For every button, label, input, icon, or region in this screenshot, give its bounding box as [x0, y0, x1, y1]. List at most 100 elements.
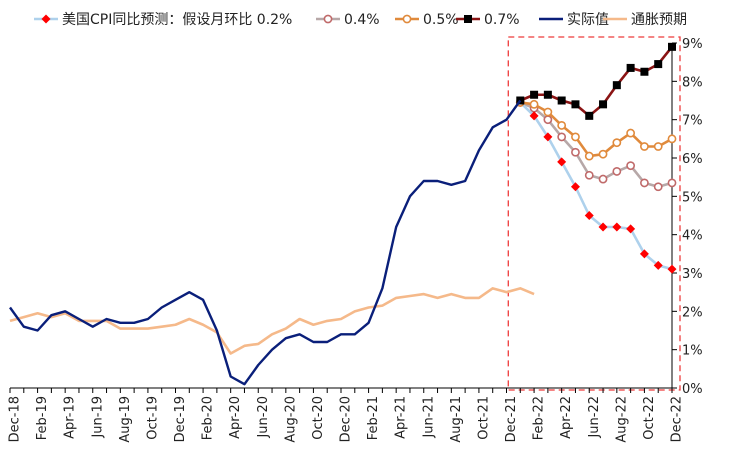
- x-tick-label: Aug-20: [283, 396, 298, 443]
- data-point: [667, 264, 677, 274]
- series-line: [519, 101, 673, 271]
- y-tick-label: 1%: [682, 344, 703, 359]
- data-point: [557, 157, 567, 167]
- x-tick-label: Apr-21: [394, 396, 409, 439]
- data-point: [640, 67, 649, 76]
- x-tick-label: Aug-19: [118, 396, 133, 443]
- data-point: [584, 170, 594, 180]
- data-point: [612, 81, 621, 90]
- x-tick-label: Jun-20: [256, 396, 271, 439]
- data-point: [543, 132, 553, 142]
- data-point: [639, 249, 649, 259]
- legend-swatch-marker: [41, 14, 51, 24]
- y-tick-label: 0%: [682, 382, 703, 397]
- data-point: [612, 222, 622, 232]
- legend: 美国CPI同比预测：假设月环比 0.2% 0.4% 0.5% 0.7% 实际值 通胀预期: [34, 12, 687, 28]
- x-tick-label: Feb-22: [532, 396, 547, 440]
- data-point: [667, 134, 677, 144]
- data-point: [640, 178, 649, 188]
- x-tick-label: Apr-20: [228, 396, 243, 439]
- x-tick-label: Feb-20: [201, 396, 216, 440]
- data-point: [598, 222, 608, 232]
- series-line: [9, 287, 535, 355]
- legend-item-3: 0.7%: [456, 12, 520, 28]
- data-point: [570, 182, 580, 192]
- data-point: [598, 174, 608, 184]
- x-tick-label: Aug-21: [449, 396, 464, 443]
- y-tick-label: 3%: [682, 267, 703, 282]
- x-tick-label: Aug-22: [614, 396, 629, 443]
- y-tick-label: 2%: [682, 305, 703, 320]
- x-tick-label: Feb-21: [366, 396, 381, 440]
- data-point: [585, 111, 594, 120]
- x-tick-label: Dec-22: [670, 396, 685, 442]
- legend-swatch-marker: [323, 14, 333, 24]
- data-point: [653, 142, 663, 151]
- legend-label: 0.7%: [484, 12, 520, 28]
- data-point: [599, 100, 608, 109]
- y-tick-label: 8%: [682, 75, 703, 90]
- legend-label: 实际值: [567, 12, 609, 28]
- x-tick-label: Dec-19: [173, 396, 188, 442]
- x-tick-label: Jun-22: [587, 396, 602, 439]
- y-tick-label: 9%: [682, 37, 703, 52]
- data-point: [571, 100, 580, 109]
- data-point: [612, 138, 622, 148]
- data-point: [626, 128, 636, 138]
- data-point: [598, 149, 608, 159]
- series-line: [519, 46, 674, 118]
- legend-item-4: 实际值: [539, 12, 609, 28]
- data-point: [543, 90, 552, 99]
- x-tick-label: Oct-22: [642, 396, 657, 440]
- x-tick-label: Apr-22: [559, 396, 574, 439]
- data-point: [626, 63, 635, 72]
- y-tick-label: 6%: [682, 152, 703, 167]
- data-point: [571, 147, 580, 157]
- series-line: [519, 101, 673, 189]
- y-tick-label: 4%: [682, 229, 703, 244]
- legend-item-5: 通胀预期: [603, 12, 687, 28]
- legend-item-0: 美国CPI同比预测：假设月环比 0.2%: [34, 12, 292, 28]
- legend-label: 0.4%: [344, 12, 380, 28]
- axes: Dec-18 Feb-19 Apr-19 Jun-19 Aug-19 Oct-19 Dec-…: [8, 37, 703, 443]
- forecast-highlight-box: [507, 36, 681, 391]
- data-point: [654, 60, 663, 69]
- legend-item-1: 0.4%: [316, 12, 380, 28]
- legend-label: 0.5%: [423, 12, 459, 28]
- legend-label: 通胀预期: [631, 12, 687, 28]
- data-point: [543, 107, 553, 117]
- data-point: [529, 99, 539, 109]
- data-point: [653, 182, 663, 192]
- data-point: [653, 260, 663, 270]
- series-2: [515, 98, 677, 161]
- data-point: [571, 132, 580, 142]
- legend-swatch-marker: [464, 15, 472, 23]
- x-tick-label: Oct-20: [311, 396, 326, 440]
- data-point: [626, 224, 636, 234]
- legend-swatch-marker: [402, 14, 412, 24]
- forecast-highlight-region: [507, 36, 681, 391]
- data-point: [667, 178, 677, 188]
- y-tick-label: 5%: [682, 190, 703, 205]
- series-line: [9, 99, 522, 386]
- data-point: [584, 151, 594, 161]
- data-point: [640, 142, 649, 151]
- legend-item-2: 0.5%: [395, 12, 459, 28]
- data-point: [584, 211, 594, 220]
- x-tick-label: Oct-21: [476, 396, 491, 440]
- data-point: [530, 90, 539, 99]
- series-3: [516, 42, 676, 120]
- data-point: [516, 96, 525, 105]
- x-tick-label: Dec-21: [504, 396, 519, 442]
- x-tick-label: Dec-20: [339, 396, 354, 442]
- legend-label: 美国CPI同比预测：假设月环比 0.2%: [62, 12, 292, 28]
- data-point: [626, 161, 636, 171]
- x-tick-label: Apr-19: [63, 396, 78, 439]
- data-point: [543, 115, 553, 125]
- data-point: [557, 132, 567, 142]
- x-tick-label: Oct-19: [145, 396, 160, 440]
- series-5: [9, 287, 535, 355]
- data-point: [612, 167, 622, 176]
